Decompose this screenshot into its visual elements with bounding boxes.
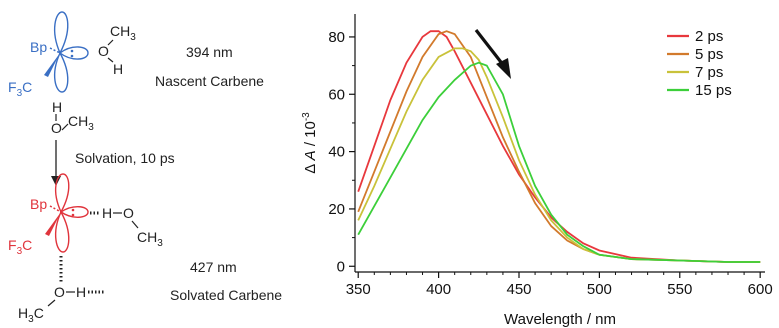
solvated-cf3-label: F3C bbox=[8, 237, 32, 257]
neighbor-methanol: CH3 O H bbox=[98, 23, 136, 77]
solvated-sigma-orbital bbox=[59, 206, 89, 218]
solvation-label: Solvation, 10 ps bbox=[75, 150, 175, 166]
hbond-oc-bond bbox=[131, 220, 139, 229]
series-line-15-ps bbox=[357, 61, 761, 263]
nascent-cf3-wedge bbox=[44, 53, 60, 77]
x-axis-title: Wavelength / nm bbox=[504, 311, 616, 328]
transient-absorption-chart: 350 400 450 500 550 600 0 20 40 60 80 Wavelength … bbox=[301, 14, 773, 328]
nascent-cf3-label: F3C bbox=[8, 79, 32, 99]
carbene-solvation-scheme: Bp F3C CH3 O H 394 nm Nascent Carbene H … bbox=[8, 11, 282, 325]
trend-arrow-head bbox=[496, 58, 511, 79]
x-tick-label: 450 bbox=[506, 281, 531, 298]
legend-label: 2 ps bbox=[695, 28, 723, 45]
solvated-electron-dot bbox=[71, 208, 75, 212]
legend-label: 15 ps bbox=[695, 82, 732, 99]
series-line-2-ps bbox=[357, 30, 761, 263]
free-methanol: H O CH3 bbox=[51, 99, 94, 136]
methanol-h-label: H bbox=[113, 61, 123, 77]
free-methanol-o: O bbox=[51, 120, 62, 136]
hbond-ch3-label: CH3 bbox=[137, 229, 163, 249]
nascent-sigma-orbital bbox=[58, 46, 89, 60]
legend-label: 5 ps bbox=[695, 46, 723, 63]
nascent-p-orbital-bottom bbox=[53, 51, 69, 93]
solvated-p-orbital-top bbox=[54, 173, 70, 214]
nascent-electron-dot bbox=[70, 49, 74, 53]
plot-frame bbox=[354, 14, 765, 273]
x-axis-ticks: 350 400 450 500 550 600 bbox=[346, 272, 773, 298]
nascent-carbene-label: Nascent Carbene bbox=[155, 73, 264, 89]
solvated-carbene-structure: Bp F3C bbox=[8, 173, 89, 257]
y-tick-label: 60 bbox=[328, 86, 345, 103]
lower-h3c-label: H3C bbox=[18, 305, 44, 325]
y-tick-label: 0 bbox=[337, 258, 345, 275]
methanol-oh-bond bbox=[107, 57, 114, 63]
methanol-o-label: O bbox=[98, 43, 109, 59]
y-tick-label: 80 bbox=[328, 29, 345, 46]
x-tick-label: 350 bbox=[346, 281, 371, 298]
free-methanol-oc-bond bbox=[61, 123, 69, 131]
hbond-methanol-below: O H H3C bbox=[18, 256, 104, 325]
solvated-carbene-label: Solvated Carbene bbox=[170, 287, 282, 303]
solvated-wavelength: 427 nm bbox=[190, 259, 237, 275]
lower-oc-bond bbox=[47, 299, 56, 307]
solvated-bp-label: Bp bbox=[30, 196, 47, 212]
nascent-carbene-structure: Bp F3C bbox=[8, 11, 89, 99]
solvated-electron-dot bbox=[71, 213, 75, 217]
free-methanol-ch3: CH3 bbox=[68, 113, 94, 133]
nascent-electron-dot bbox=[70, 54, 74, 58]
hbond-o-label: O bbox=[123, 205, 134, 221]
lower-o-label: O bbox=[54, 284, 65, 300]
legend-label: 7 ps bbox=[695, 64, 723, 81]
x-tick-label: 400 bbox=[426, 281, 451, 298]
series-lines bbox=[357, 30, 761, 263]
y-axis-title: Δ A / 10-3 bbox=[301, 112, 319, 174]
nascent-bp-label: Bp bbox=[30, 39, 47, 55]
nascent-wavelength: 394 nm bbox=[186, 44, 233, 60]
y-tick-label: 20 bbox=[328, 201, 345, 218]
nascent-bp-bond bbox=[49, 47, 61, 54]
hbond-h-label: H bbox=[102, 205, 112, 221]
solvated-p-orbital-bottom bbox=[54, 210, 70, 253]
solvated-cf3-wedge bbox=[45, 212, 61, 236]
lower-h-label: H bbox=[76, 284, 86, 300]
nascent-p-orbital-top bbox=[53, 11, 69, 55]
trend-arrow bbox=[474, 29, 511, 79]
free-methanol-h: H bbox=[52, 99, 62, 115]
methanol-ch3-label: CH3 bbox=[110, 23, 136, 43]
methanol-bond bbox=[107, 39, 114, 46]
y-axis-ticks: 0 20 40 60 80 bbox=[328, 29, 355, 275]
y-tick-label: 40 bbox=[328, 144, 345, 161]
trend-arrow-shaft bbox=[474, 29, 506, 67]
x-tick-label: 500 bbox=[587, 281, 612, 298]
hbond-methanol-right: H O CH3 bbox=[90, 205, 163, 249]
x-tick-label: 550 bbox=[667, 281, 692, 298]
x-tick-label: 600 bbox=[748, 281, 773, 298]
